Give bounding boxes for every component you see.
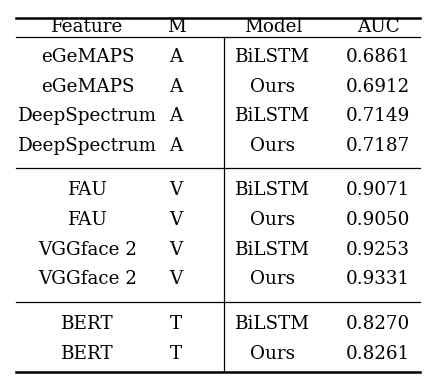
Text: BiLSTM: BiLSTM — [235, 315, 310, 333]
Text: VGGface 2: VGGface 2 — [38, 270, 137, 289]
Text: BERT: BERT — [61, 345, 114, 363]
Text: 0.8270: 0.8270 — [346, 315, 410, 333]
Text: V: V — [169, 270, 183, 289]
Text: eGeMAPS: eGeMAPS — [41, 78, 134, 96]
Text: 0.7149: 0.7149 — [346, 107, 410, 125]
Text: eGeMAPS: eGeMAPS — [41, 48, 134, 66]
Text: 0.9331: 0.9331 — [346, 270, 410, 289]
Text: 0.6912: 0.6912 — [346, 78, 410, 96]
Text: Ours: Ours — [250, 211, 295, 229]
Text: 0.9050: 0.9050 — [346, 211, 410, 229]
Text: BiLSTM: BiLSTM — [235, 181, 310, 199]
Text: Ours: Ours — [250, 270, 295, 289]
Text: A: A — [169, 137, 183, 155]
Text: V: V — [169, 211, 183, 229]
Text: V: V — [169, 241, 183, 259]
Text: VGGface 2: VGGface 2 — [38, 241, 137, 259]
Text: T: T — [170, 345, 182, 363]
Text: Ours: Ours — [250, 345, 295, 363]
Text: BiLSTM: BiLSTM — [235, 107, 310, 125]
Text: A: A — [169, 48, 183, 66]
Text: M: M — [166, 18, 185, 35]
Text: BERT: BERT — [61, 315, 114, 333]
Text: 0.9253: 0.9253 — [346, 241, 410, 259]
Text: DeepSpectrum: DeepSpectrum — [18, 137, 157, 155]
Text: V: V — [169, 181, 183, 199]
Text: FAU: FAU — [68, 211, 108, 229]
Text: T: T — [170, 315, 182, 333]
Text: BiLSTM: BiLSTM — [235, 48, 310, 66]
Text: FAU: FAU — [68, 181, 108, 199]
Text: AUC: AUC — [357, 18, 399, 35]
Text: BiLSTM: BiLSTM — [235, 241, 310, 259]
Text: 0.8261: 0.8261 — [346, 345, 410, 363]
Text: 0.7187: 0.7187 — [346, 137, 410, 155]
Text: Model: Model — [244, 18, 302, 35]
Text: A: A — [169, 78, 183, 96]
Text: 0.9071: 0.9071 — [346, 181, 410, 199]
Text: 0.6861: 0.6861 — [346, 48, 410, 66]
Text: A: A — [169, 107, 183, 125]
Text: DeepSpectrum: DeepSpectrum — [18, 107, 157, 125]
Text: Ours: Ours — [250, 78, 295, 96]
Text: Feature: Feature — [51, 18, 124, 35]
Text: Ours: Ours — [250, 137, 295, 155]
